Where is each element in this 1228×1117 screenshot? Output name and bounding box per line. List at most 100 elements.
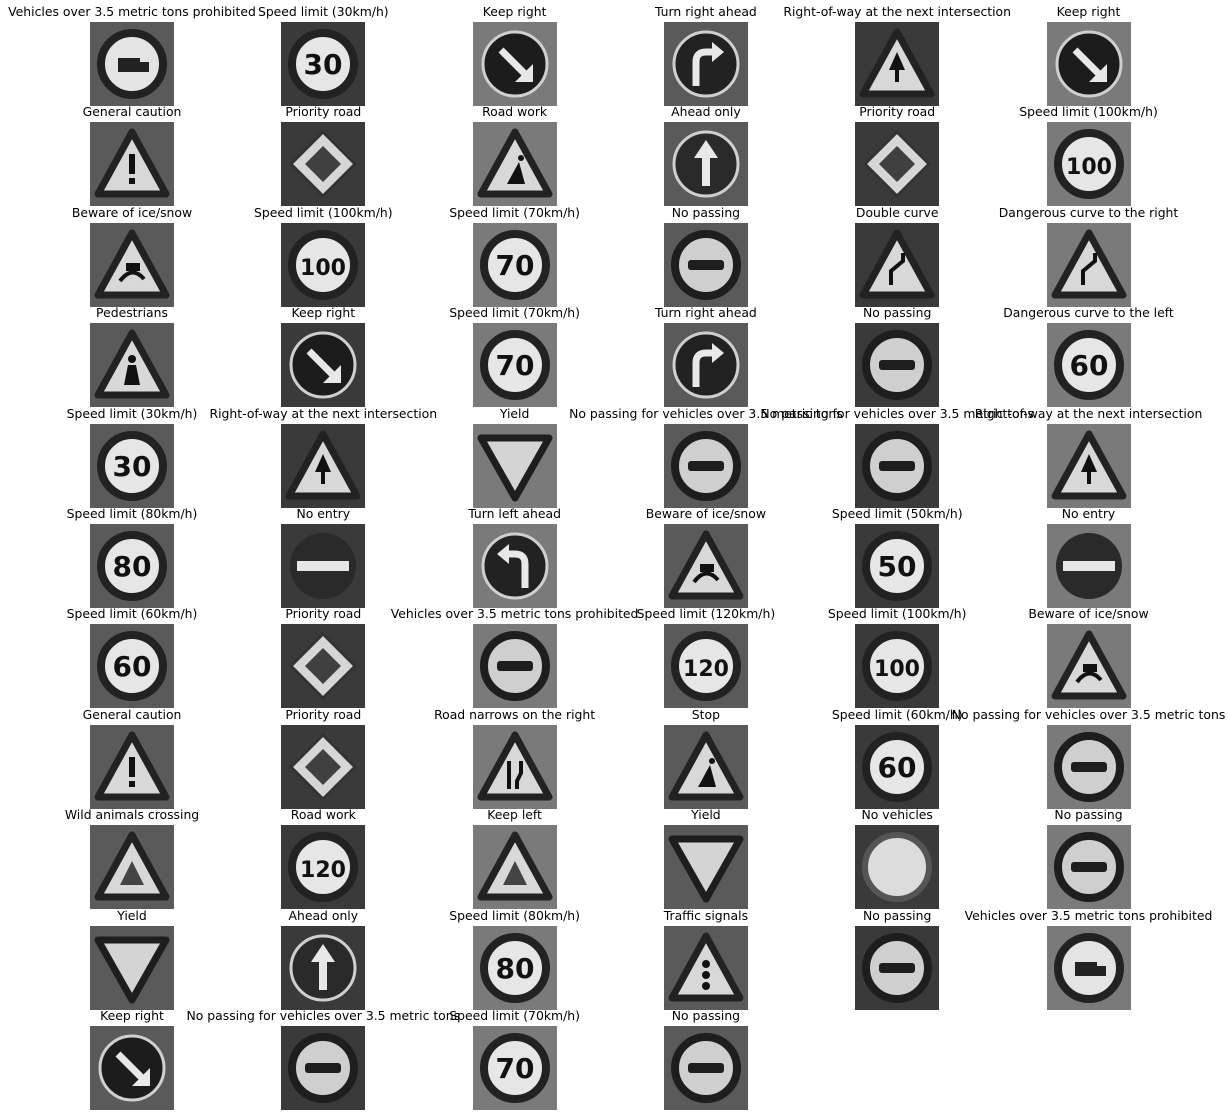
sign-thumbnail [663,122,748,207]
sign-thumbnail [472,423,557,508]
panel-title: Pedestrians [96,305,168,321]
tri-ped-icon [94,329,170,399]
sign-panel: No passing [993,803,1185,910]
sign-thumbnail [90,925,174,1010]
sign-thumbnail [855,122,940,207]
speed-icon: 100 [862,631,933,702]
sign-thumbnail [1046,825,1131,910]
panel-title: No passing [863,907,932,923]
speed-icon: 30 [288,29,359,99]
no-entry-icon [290,533,357,599]
sign-panel: No passing [610,1004,802,1110]
sign-panel: Speed limit (30km/h) 30 [36,402,228,508]
panel-title: Speed limit (30km/h) [257,4,389,19]
panel-title: No passing [1054,807,1123,823]
panel-title: Speed limit (60km/h) [831,706,963,722]
turn-right-icon [672,30,740,98]
panel-title: General caution [82,104,182,120]
tri-snow-icon [1051,630,1126,700]
panel-title: Stop [691,706,720,722]
diamond-icon [289,130,358,199]
tri-work-icon [477,128,553,198]
tri-curve-icon [1051,229,1126,299]
no-passing-icon [288,1033,359,1103]
sign-thumbnail [472,825,557,910]
sign-panel: Keep right [993,0,1185,106]
sign-panel: Speed limit (100km/h) 100 [227,201,419,307]
panel-title: Priority road [285,104,362,120]
sign-thumbnail: 30 [90,423,174,508]
sign-panel: Beware of ice/snow [36,201,228,307]
sign-thumbnail: 100 [1046,122,1131,207]
panel-title: Dangerous curve to the left [1003,305,1174,321]
tri-curve-icon [859,229,935,299]
sign-number: 80 [495,952,534,985]
sign-panel: Speed limit (50km/h) 50 [801,502,993,608]
sign-thumbnail [90,825,174,910]
panel-title: No entry [1061,506,1116,521]
sign-thumbnail [855,222,940,307]
speed-icon: 60 [97,631,167,702]
sign-panel: Ahead only [610,100,802,207]
sign-thumbnail [1046,724,1131,809]
sign-number: 70 [495,249,534,282]
sign-panel: Turn left ahead [419,502,611,608]
sign-number: 60 [878,751,917,784]
sign-panel: Yield [610,803,802,910]
sign-thumbnail [472,724,557,809]
panel-title: Speed limit (60km/h) [66,606,198,622]
no-passing-icon [862,330,933,401]
speed-icon: 60 [862,731,933,802]
sign-thumbnail: 120 [663,624,748,709]
tri-work-icon [668,731,744,801]
yield-icon [477,434,553,502]
sign-thumbnail [281,624,366,709]
sign-thumbnail [1046,222,1131,307]
sign-panel: Priority road [227,602,419,709]
panel-title: Keep right [100,1008,164,1023]
sign-thumbnail [281,925,366,1010]
sign-panel: No passing for vehicles over 3.5 metric … [569,402,843,508]
sign-number: 120 [300,858,346,883]
panel-title: Speed limit (100km/h) [254,204,393,220]
sign-panel: No passing [610,201,802,307]
sign-thumbnail [1046,22,1131,106]
sign-thumbnail [1046,524,1131,608]
speed-icon: 60 [1053,330,1124,401]
sign-thumbnail: 80 [90,524,174,608]
sign-panel: Road work [419,100,611,207]
panel-title: Turn right ahead [654,305,757,321]
sign-panel: Speed limit (80km/h) 80 [419,904,611,1010]
sign-thumbnail: 70 [472,323,557,408]
yield-icon [94,936,170,1004]
panel-title: Beware of ice/snow [1028,606,1149,622]
sign-thumbnail: 30 [281,22,366,106]
sign-panel: No passing for vehicles over 3.5 metric … [952,703,1225,809]
panel-title: Traffic signals [663,907,749,923]
sign-panel: Priority road [227,703,419,809]
panel-title: Vehicles over 3.5 metric tons prohibited [964,907,1213,923]
sign-thumbnail [281,724,366,809]
sign-thumbnail [281,323,366,408]
panel-title: Speed limit (70km/h) [449,305,580,321]
sign-thumbnail [663,1026,748,1110]
tri-plain-icon [94,831,170,901]
sign-number: 100 [1066,155,1112,180]
sign-thumbnail: 100 [281,222,366,307]
panel-title: No passing for vehicles over 3.5 metric … [186,1008,461,1023]
turn-right-icon [672,331,740,399]
panel-title: General caution [82,706,182,722]
sign-thumbnail [1046,925,1131,1010]
panel-title: No passing [863,305,932,321]
no-passing-icon [1053,832,1124,903]
sign-thumbnail [663,323,748,408]
panel-title: Wild animals crossing [64,807,200,823]
sign-panel: Dangerous curve to the left 60 [993,301,1185,408]
sign-panel: Keep right [419,0,611,106]
sign-panel: Speed limit (80km/h) 80 [36,502,228,608]
tri-caution-icon [94,731,170,801]
sign-panel: Road work 120 [227,803,419,910]
sign-panel: General caution [36,100,228,207]
sign-number: 80 [113,550,152,583]
